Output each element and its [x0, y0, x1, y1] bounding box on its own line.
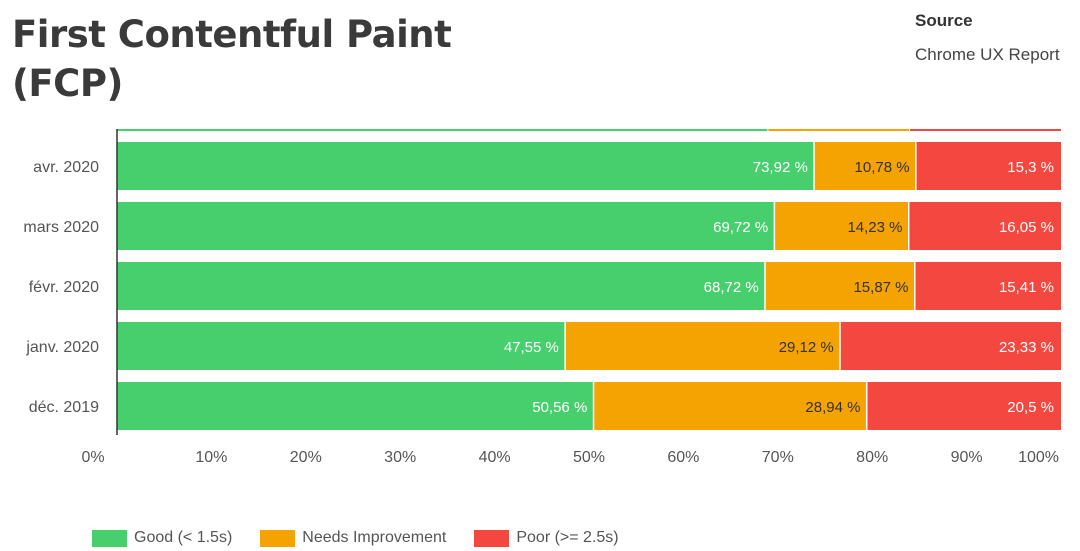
legend-item-poor[interactable]: Poor (>= 2.5s) [474, 529, 619, 547]
bar-label: 15,3 % [1007, 159, 1054, 176]
partial-bar-segment [909, 129, 1061, 131]
bar-good-3 [117, 322, 565, 370]
legend-label-good: Good (< 1.5s) [134, 529, 233, 546]
x-tick-label: 0% [81, 449, 104, 466]
legend-item-good[interactable]: Good (< 1.5s) [92, 529, 232, 547]
bar-needs-improvement-2 [765, 262, 915, 310]
partial-bar-segment [117, 129, 768, 131]
bar-label: 15,87 % [853, 279, 908, 296]
bar-needs-improvement-0 [814, 142, 916, 190]
bar-good-0 [117, 142, 814, 190]
x-tick-label: 20% [290, 449, 322, 466]
category-label: déc. 2019 [29, 399, 99, 416]
bar-label: 69,72 % [713, 219, 768, 236]
bar-poor-4 [867, 382, 1061, 430]
bar-label: 28,94 % [805, 399, 860, 416]
x-tick-label: 10% [195, 449, 227, 466]
bar-poor-1 [909, 202, 1061, 250]
chart-title: First Contentful Paint (FCP) [12, 13, 452, 105]
source-label: Source [915, 11, 973, 30]
bar-poor-0 [916, 142, 1061, 190]
x-tick-label: 90% [951, 449, 983, 466]
bar-label: 73,92 % [753, 159, 808, 176]
source-value: Chrome UX Report [915, 45, 1060, 64]
bar-label: 20,5 % [1007, 399, 1054, 416]
category-label: mars 2020 [23, 219, 99, 236]
bar-needs-improvement-1 [775, 202, 908, 250]
x-tick-label: 50% [573, 449, 605, 466]
category-label: janv. 2020 [25, 339, 99, 356]
partial-bar-segment [768, 129, 909, 131]
bar-good-4 [117, 382, 593, 430]
bar-poor-2 [915, 262, 1061, 310]
x-tick-label: 80% [856, 449, 888, 466]
source-box: Source Chrome UX Report [915, 10, 1075, 66]
bar-label: 14,23 % [847, 219, 902, 236]
bar-needs-improvement-4 [594, 382, 866, 430]
bar-label: 15,41 % [999, 279, 1054, 296]
bar-good-1 [117, 202, 774, 250]
legend-item-needs-improvement[interactable]: Needs Improvement [260, 529, 446, 547]
x-tick-label: 40% [479, 449, 511, 466]
bar-label: 10,78 % [855, 159, 910, 176]
chart-legend: Good (< 1.5s) Needs Improvement Poor (>=… [92, 527, 647, 549]
bar-label: 50,56 % [532, 399, 587, 416]
legend-label-poor: Poor (>= 2.5s) [516, 529, 619, 546]
x-tick-label: 70% [762, 449, 794, 466]
x-tick-label: 30% [384, 449, 416, 466]
bar-label: 29,12 % [779, 339, 834, 356]
legend-label-needs-improvement: Needs Improvement [302, 529, 447, 546]
legend-swatch-poor [474, 529, 510, 547]
bar-good-2 [117, 262, 765, 310]
bar-label: 68,72 % [704, 279, 759, 296]
category-label: févr. 2020 [29, 279, 99, 296]
legend-swatch-good [92, 529, 127, 547]
legend-swatch-needs-improvement [260, 529, 296, 547]
x-tick-label: 100% [1018, 449, 1059, 466]
category-label: avr. 2020 [33, 159, 99, 176]
x-tick-label: 60% [667, 449, 699, 466]
bar-poor-3 [840, 322, 1061, 370]
bar-label: 16,05 % [999, 219, 1054, 236]
bar-needs-improvement-3 [565, 322, 840, 370]
bar-label: 23,33 % [999, 339, 1054, 356]
bar-label: 47,55 % [504, 339, 559, 356]
